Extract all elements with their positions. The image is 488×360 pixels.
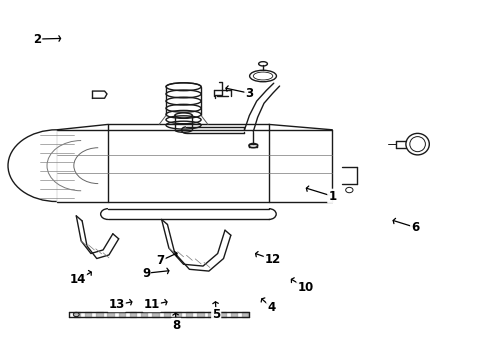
Text: 9: 9 xyxy=(142,267,150,280)
Text: 14: 14 xyxy=(69,273,86,286)
Text: 1: 1 xyxy=(327,190,336,203)
Text: 5: 5 xyxy=(212,308,220,321)
Text: 10: 10 xyxy=(297,281,313,294)
Text: 6: 6 xyxy=(410,221,418,234)
Text: 11: 11 xyxy=(143,298,160,311)
Text: 12: 12 xyxy=(264,253,280,266)
Text: 4: 4 xyxy=(266,301,275,314)
Text: 2: 2 xyxy=(33,32,41,46)
Text: 13: 13 xyxy=(108,298,124,311)
Text: 3: 3 xyxy=(245,87,253,100)
Text: 8: 8 xyxy=(172,319,180,332)
Text: 7: 7 xyxy=(156,254,164,267)
